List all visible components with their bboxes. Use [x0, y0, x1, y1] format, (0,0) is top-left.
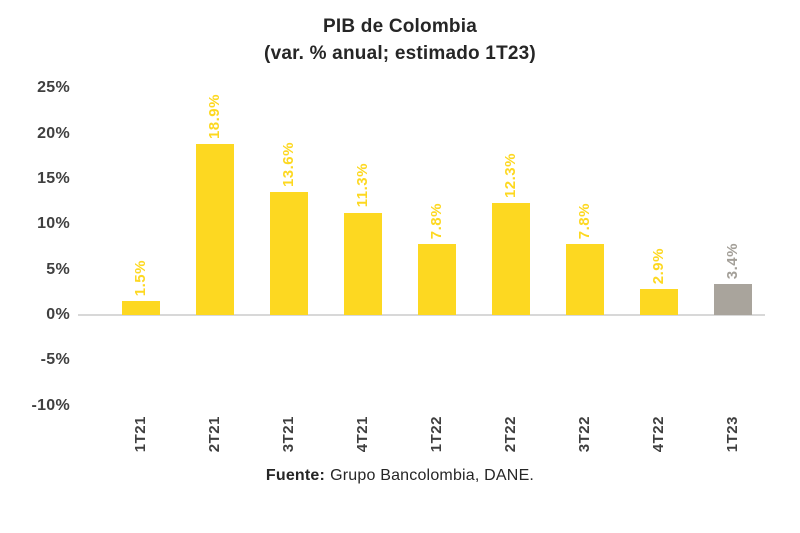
y-tick-25: 25%: [37, 79, 70, 97]
x-axis-line: [78, 314, 765, 316]
value-label-2T22: 12.3%: [502, 153, 519, 199]
y-tick-10: 10%: [37, 215, 70, 233]
y-tick-15: 15%: [37, 169, 70, 187]
source-note: Fuente: Grupo Bancolombia, DANE.: [0, 467, 800, 485]
value-label-3T21: 13.6%: [280, 141, 297, 187]
chart-title-line2: (var. % anual; estimado 1T23): [264, 43, 536, 64]
value-label-2T21: 18.9%: [206, 93, 223, 139]
x-label-2T21: 2T21: [206, 416, 223, 453]
y-tick-20: 20%: [37, 124, 70, 142]
bar-4T22: [640, 288, 678, 315]
x-label-1T23: 1T23: [724, 416, 741, 453]
value-label-1T22: 7.8%: [428, 203, 445, 240]
bar-4T21: [344, 212, 382, 315]
chart-title: PIB de Colombia (var. % anual; estimado …: [0, 13, 800, 67]
x-label-3T22: 3T22: [576, 416, 593, 453]
value-label-1T23: 3.4%: [724, 242, 741, 280]
x-label-4T21: 4T21: [354, 416, 371, 453]
y-tick-5: 5%: [46, 260, 70, 278]
bar-1T21: [122, 301, 160, 315]
x-label-2T22: 2T22: [502, 416, 519, 453]
x-label-1T21: 1T21: [132, 416, 149, 453]
x-label-4T22: 4T22: [650, 416, 667, 453]
y-tick--10: -10%: [31, 396, 70, 414]
value-label-4T22: 2.9%: [650, 247, 667, 284]
chart-title-line1: PIB de Colombia: [323, 16, 477, 37]
source-label: Fuente:: [265, 467, 326, 484]
y-tick-0: 0%: [46, 306, 70, 323]
bar-1T23: [714, 284, 752, 315]
value-label-4T21: 11.3%: [354, 163, 371, 208]
y-tick--5: -5%: [40, 351, 70, 369]
source-text: Grupo Bancolombia, DANE.: [330, 467, 535, 484]
value-label-1T21: 1.5%: [132, 260, 149, 297]
bar-1T22: [418, 244, 456, 315]
bar-2T21: [196, 143, 234, 315]
x-label-3T21: 3T21: [280, 416, 297, 453]
x-label-1T22: 1T22: [428, 416, 445, 453]
bar-2T22: [492, 203, 530, 315]
value-label-3T22: 7.8%: [576, 203, 593, 240]
bar-3T21: [270, 191, 308, 315]
bar-3T22: [566, 244, 604, 315]
